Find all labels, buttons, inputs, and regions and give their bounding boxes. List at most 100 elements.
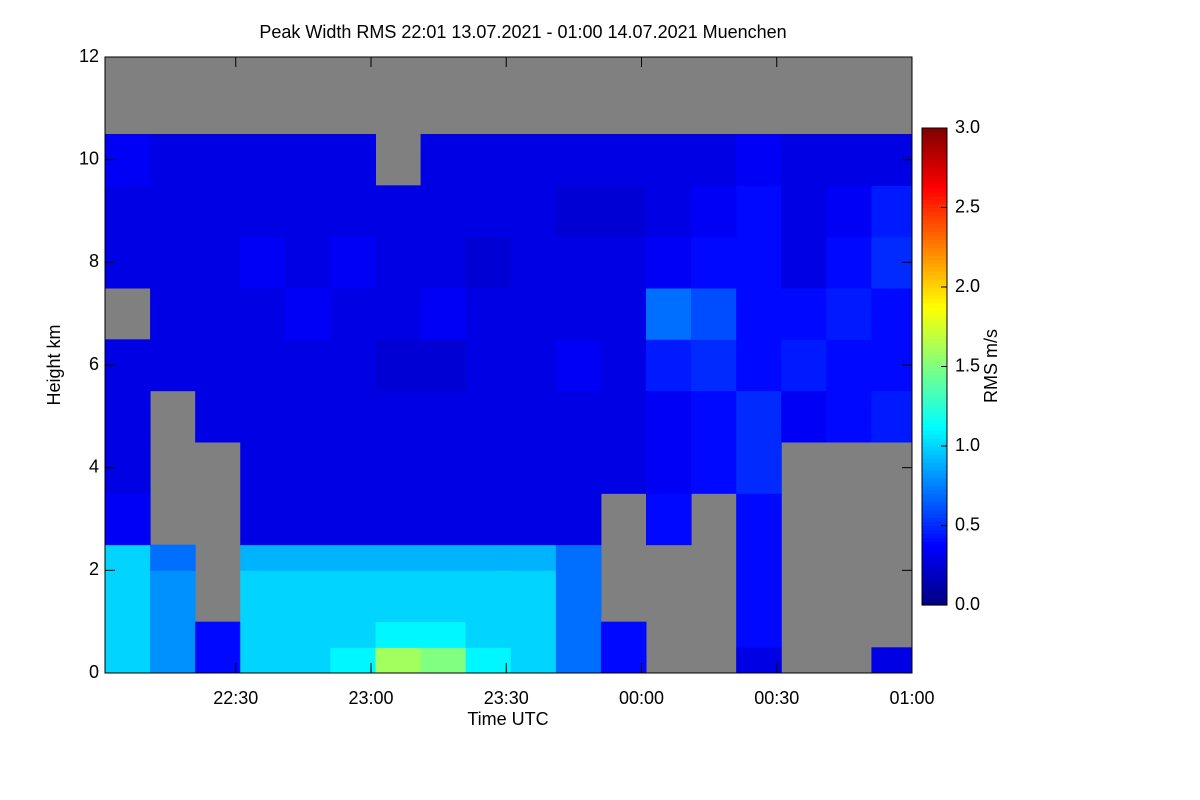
colorbar-segment [922,207,947,213]
heatmap-cell [240,236,286,289]
heatmap-cell [150,621,196,648]
colorbar-segment [922,314,947,320]
heatmap-cell [555,493,602,546]
heatmap-cell [375,442,422,494]
heatmap-cell [240,493,286,546]
colorbar-segment [922,453,947,459]
heatmap-cell [555,390,602,443]
heatmap-cell [555,647,602,674]
heatmap-cell [646,339,692,392]
colorbar-segment [922,283,947,288]
colorbar-segment [922,306,947,312]
heatmap-cell [600,339,647,392]
heatmap-cell [150,570,196,597]
x-tick-label: 00:30 [754,688,799,708]
colorbar-segment [922,438,947,443]
heatmap-cell [285,596,331,623]
heatmap-cell [691,339,737,392]
heatmap-cell [195,621,241,648]
heatmap-cell [555,339,602,392]
heatmap-cell [555,570,602,597]
heatmap-cell [195,288,241,340]
y-tick-label: 4 [89,456,99,476]
colorbar-segment [922,330,947,336]
colorbar-segment [922,517,947,523]
colorbar-segment [922,477,947,483]
heatmap-cell [600,647,647,674]
colorbar-segment [922,449,947,455]
colorbar-segment [922,533,947,539]
heatmap-cell [285,442,331,494]
colorbar-segment [922,390,947,395]
colorbar-segment [922,271,947,276]
colorbar-segment [922,287,947,292]
heatmap-cell [871,288,913,340]
colorbar-segment [922,525,947,531]
heatmap-cell [105,493,151,546]
heatmap-cell [510,442,557,494]
heatmap-cell [330,339,377,392]
colorbar-segment [922,442,947,447]
heatmap-cell [781,185,827,238]
heatmap-cell [600,390,647,443]
colorbar-segment [922,593,947,598]
heatmap-cell [240,570,286,597]
colorbar-segment [922,398,947,403]
y-tick-label: 0 [89,662,99,682]
heatmap-cell [781,390,827,443]
colorbar-segment [922,223,947,228]
colorbar-segment [922,465,947,471]
heatmap-cell [600,442,647,494]
heatmap-cell [736,442,782,494]
colorbar-segment [922,211,947,217]
colorbar-segment [922,155,947,161]
heatmap-cell [465,185,512,238]
colorbar-tick-label: 0.0 [955,594,980,614]
colorbar-segment [922,513,947,519]
y-axis-label: Height km [44,324,64,405]
heatmap-cell [240,339,286,392]
colorbar-segment [922,493,947,499]
heatmap-cell [285,621,331,648]
heatmap-cell [330,544,377,571]
heatmap-cell [736,647,782,674]
colorbar-segment [922,354,947,360]
colorbar-segment [922,128,947,133]
colorbar-segment [922,561,947,566]
colorbar-segment [922,187,947,193]
colorbar-tick-label: 2.0 [955,276,980,296]
colorbar-segment [922,434,947,439]
colorbar-segment [922,203,947,209]
colorbar-segment [922,366,947,372]
heatmap-cell [420,442,467,494]
colorbar-segment [922,446,947,451]
colorbar-segment [922,171,947,177]
heatmap-cell [195,647,241,674]
colorbar: 0.0 0.5 1.0 1.5 2.0 2.5 3.0 [921,117,980,614]
heatmap-cell [105,185,151,238]
heatmap-cell [555,596,602,623]
colorbar-segment [922,139,947,145]
heatmap-cell [871,390,913,443]
colorbar-segment [922,338,947,344]
heatmap-cell [105,544,151,571]
heatmap-cell [375,390,422,443]
colorbar-segment [922,302,947,308]
colorbar-segment [922,565,947,570]
heatmap-cell [510,236,557,289]
heatmap-cell [555,621,602,648]
colorbar-segment [922,263,947,268]
heatmap-cell [555,134,602,186]
colorbar-segment [922,243,947,248]
heatmap-cell [240,288,286,340]
heatmap-cell [285,236,331,289]
colorbar-label: RMS m/s [981,329,1001,403]
heatmap-cell [691,185,737,238]
colorbar-segment [922,147,947,153]
colorbar-segment [922,131,947,137]
colorbar-segment [922,426,947,431]
colorbar-segment [922,167,947,173]
heatmap-cell [375,339,422,392]
colorbar-segment [922,382,947,387]
heatmap [105,134,913,674]
